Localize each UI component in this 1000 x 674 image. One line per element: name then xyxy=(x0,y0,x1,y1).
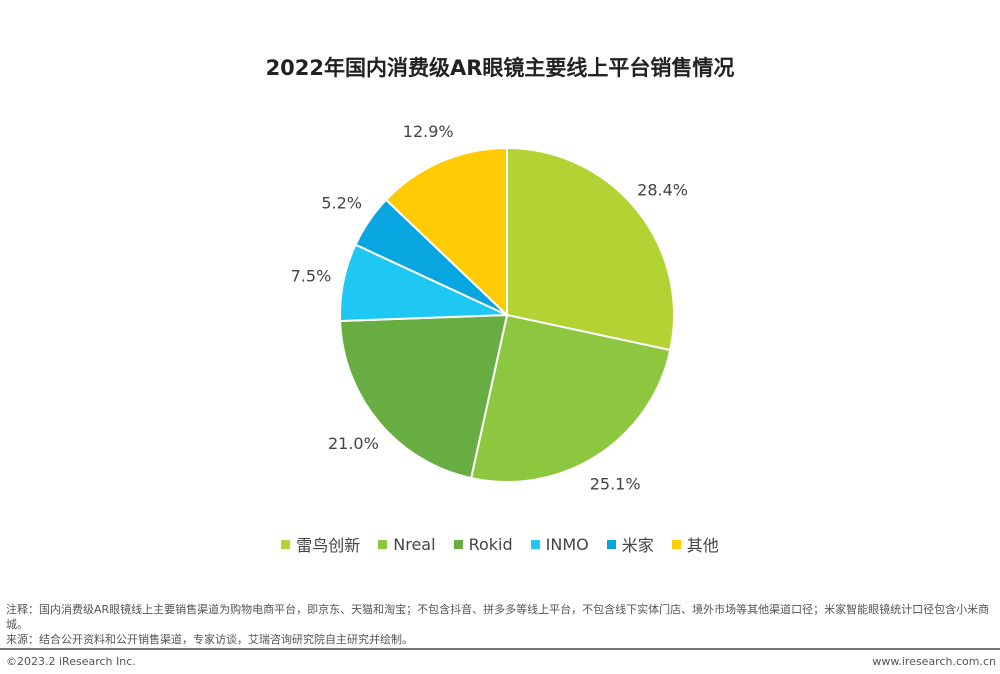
divider xyxy=(0,648,1000,650)
data-label-3: 7.5% xyxy=(291,266,332,285)
data-label-0: 28.4% xyxy=(637,180,688,199)
legend-item: 米家 xyxy=(606,532,654,556)
legend-item: Nreal xyxy=(378,532,436,556)
copyright: ©2023.2 iResearch Inc. xyxy=(6,655,136,668)
pie-chart: 28.4% 25.1% 21.0% 7.5% 5.2% 12.9% xyxy=(291,122,688,493)
pie-slice-0 xyxy=(506,146,675,352)
data-label-5: 12.9% xyxy=(403,122,454,141)
legend-label: Nreal xyxy=(393,534,436,554)
note-text: 注释：国内消费级AR眼镜线上主要销售渠道为购物电商平台，即京东、天猫和淘宝；不包… xyxy=(6,603,990,631)
source-text: 来源：结合公开资料和公开销售渠道，专家访谈，艾瑞咨询研究院自主研究并绘制。 xyxy=(6,633,413,646)
legend-item: INMO xyxy=(530,532,589,556)
legend-swatch xyxy=(530,539,540,549)
legend-label: INMO xyxy=(545,534,589,554)
legend-swatch xyxy=(671,539,681,549)
pie-slice-5 xyxy=(384,146,508,318)
legend-item: 其他 xyxy=(671,532,719,556)
footnotes: 注释：国内消费级AR眼镜线上主要销售渠道为购物电商平台，即京东、天猫和淘宝；不包… xyxy=(6,602,996,647)
pie-slice-2 xyxy=(339,313,509,480)
chart-title: 2022年国内消费级AR眼镜主要线上平台销售情况 xyxy=(265,56,735,80)
legend-swatch xyxy=(606,539,616,549)
legend-label: 雷鸟创新 xyxy=(296,536,361,555)
data-label-1: 25.1% xyxy=(590,474,641,493)
legend: 雷鸟创新 Nreal Rokid INMO 米家 其他 xyxy=(0,532,1000,556)
legend-swatch xyxy=(378,539,388,549)
legend-label: 米家 xyxy=(621,536,654,555)
legend-swatch xyxy=(453,539,463,549)
legend-swatch xyxy=(281,539,291,549)
legend-label: 其他 xyxy=(686,536,719,555)
data-label-4: 5.2% xyxy=(321,193,362,212)
legend-item: Rokid xyxy=(453,532,513,556)
website-link[interactable]: www.iresearch.com.cn xyxy=(872,655,996,668)
legend-item: 雷鸟创新 xyxy=(281,532,360,556)
legend-label: Rokid xyxy=(468,534,513,554)
pie-slice-1 xyxy=(469,313,672,483)
data-label-2: 21.0% xyxy=(328,434,379,453)
